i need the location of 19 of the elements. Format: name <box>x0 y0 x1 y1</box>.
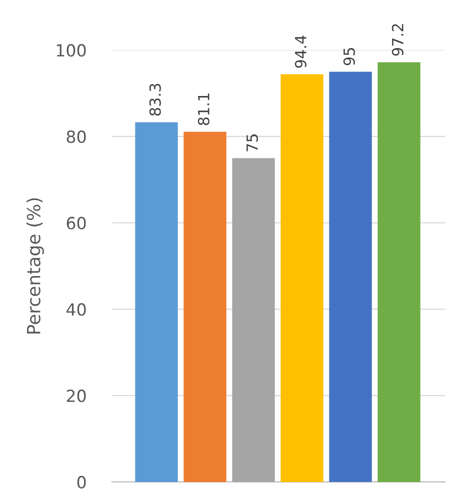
data-label: 94.4 <box>294 36 306 68</box>
y-tick-label: 100 <box>56 44 86 57</box>
y-tick-label: 60 <box>66 216 86 230</box>
bar <box>280 74 324 482</box>
data-label: 95 <box>343 48 355 66</box>
y-tick-label: 20 <box>66 390 86 402</box>
bar <box>184 132 226 482</box>
data-label: 97.2 <box>392 24 404 56</box>
data-label: 75 <box>246 134 258 152</box>
data-label: 81.1 <box>198 94 210 126</box>
data-label: 83.3 <box>149 84 161 116</box>
bar <box>329 72 372 482</box>
bar <box>378 62 420 482</box>
bar <box>135 122 178 482</box>
y-tick-label: 0 <box>77 476 86 489</box>
y-tick-label: 40 <box>66 303 86 316</box>
y-axis-title: Percentage (%) <box>26 198 44 334</box>
bar <box>232 158 275 482</box>
y-tick-label: 80 <box>66 130 86 144</box>
